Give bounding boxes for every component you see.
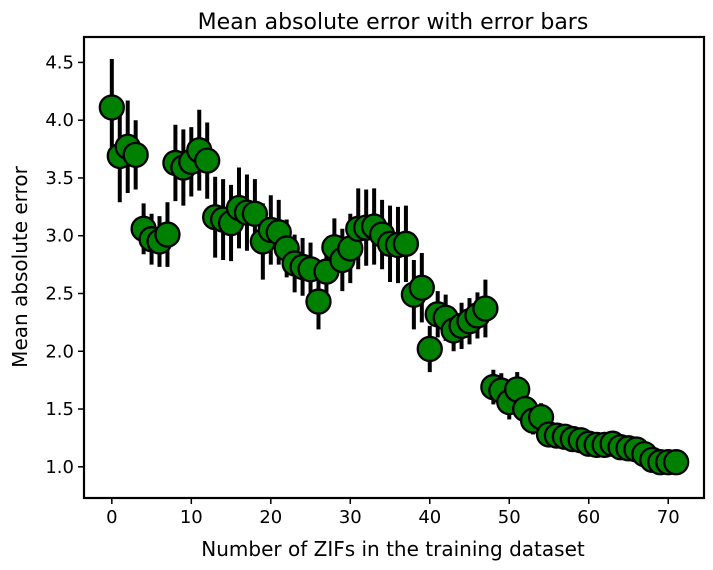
x-tick-label: 20	[259, 507, 282, 528]
axes: 0 10 20 30 40 50 60 70 1.0 1.5 2.0 2.5 3.0 3.5 4.0 4.5	[45, 52, 679, 528]
y-tick-label: 3.5	[45, 168, 74, 189]
y-tick-label: 2.0	[45, 341, 74, 362]
x-tick-label: 0	[106, 507, 117, 528]
y-tick-label: 4.5	[45, 52, 74, 73]
data-point	[408, 274, 435, 301]
data-point	[416, 335, 443, 363]
y-tick-label: 2.5	[45, 283, 74, 304]
x-tick-label: 50	[498, 507, 521, 528]
data-point	[154, 221, 181, 248]
y-tick-label: 1.0	[45, 457, 74, 478]
x-tick-label: 70	[657, 507, 680, 528]
y-tick-label: 1.5	[45, 399, 74, 420]
chart-title: Mean absolute error with error bars	[198, 10, 589, 35]
data-point	[392, 230, 420, 257]
plot-frame	[82, 35, 706, 500]
data-point	[305, 288, 332, 315]
data-point	[472, 295, 499, 322]
plot-area	[98, 58, 690, 476]
data-point	[663, 449, 690, 476]
y-axis-label: Mean absolute error	[8, 165, 32, 367]
y-tick-label: 3.0	[45, 226, 74, 247]
x-tick-label: 10	[180, 507, 203, 528]
data-point	[194, 147, 221, 174]
data-point	[98, 94, 125, 121]
y-tick-label: 4.0	[45, 110, 74, 131]
x-tick-label: 30	[339, 507, 362, 528]
x-axis-label: Number of ZIFs in the training dataset	[201, 537, 585, 561]
data-point	[241, 200, 269, 227]
x-tick-label: 40	[418, 507, 441, 528]
x-tick-label: 60	[577, 507, 600, 528]
data-point	[122, 141, 149, 168]
